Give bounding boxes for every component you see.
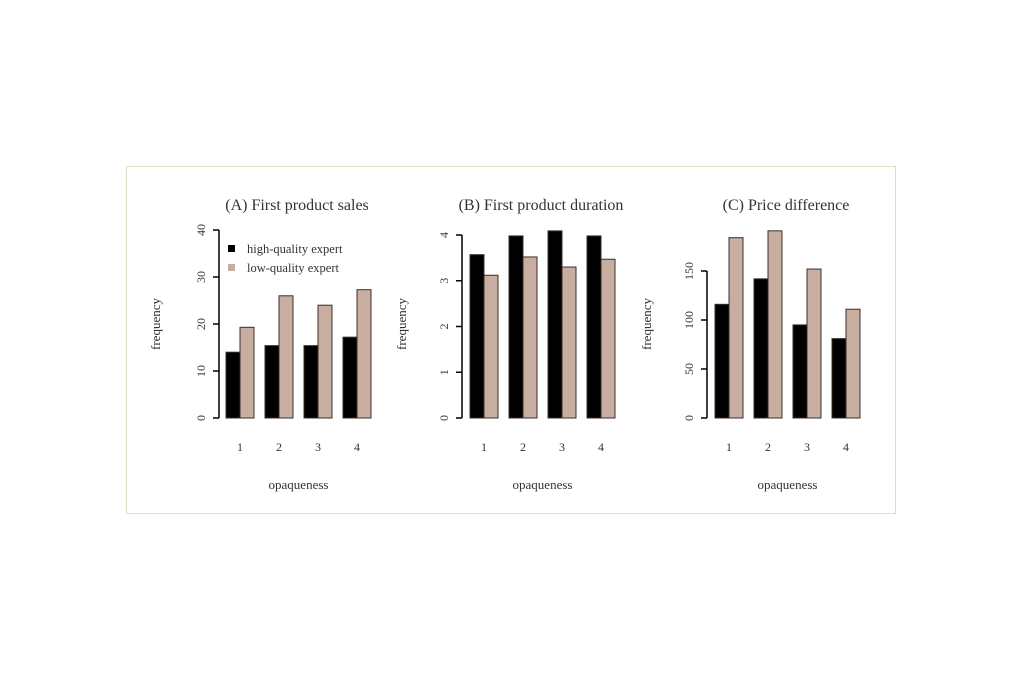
- bar-low-4: [845, 308, 861, 419]
- x-tick-label: 1: [481, 440, 487, 454]
- x-tick-label: 4: [843, 440, 849, 454]
- x-tick-label: 3: [559, 440, 565, 454]
- chart-title: (C) Price difference: [723, 197, 850, 214]
- x-tick-label: 3: [804, 440, 810, 454]
- y-tick-label: 0: [682, 415, 696, 421]
- chart-panel-2: (B) First product duration 0 1 2 3 4 frequency…: [394, 197, 623, 492]
- chart-title: (B) First product duration: [459, 197, 624, 214]
- y-tick-label: 4: [437, 232, 451, 238]
- y-axis-label: frequency: [639, 298, 654, 350]
- bar-high-2: [753, 278, 769, 419]
- bar-low-3: [317, 304, 333, 419]
- chart-panel-3: (C) Price difference 0 50 100 150 frequency 1 2…: [639, 197, 861, 492]
- x-tick-label: 2: [765, 440, 771, 454]
- bar-low-3: [561, 266, 577, 419]
- bar-high-1: [714, 303, 730, 419]
- bar-high-4: [831, 338, 847, 419]
- bar-high-1: [469, 254, 485, 419]
- x-tick-label: 3: [315, 440, 321, 454]
- bar-high-3: [792, 324, 808, 419]
- figure-frame: [126, 166, 896, 514]
- y-axis-label: frequency: [148, 298, 163, 350]
- y-axis-label: frequency: [394, 298, 409, 350]
- legend-swatch: [228, 245, 235, 252]
- chart-title: (A) First product sales: [225, 197, 369, 214]
- bar-low-1: [483, 274, 499, 419]
- legend-swatch: [228, 264, 235, 271]
- bar-high-2: [264, 345, 280, 419]
- y-tick-label: 50: [682, 363, 696, 375]
- x-tick-label: 2: [520, 440, 526, 454]
- bar-high-3: [547, 230, 563, 419]
- x-tick-label: 1: [726, 440, 732, 454]
- y-tick-label: 30: [194, 271, 208, 283]
- y-tick-label: 2: [437, 324, 451, 330]
- x-axis-label: opaqueness: [758, 477, 818, 492]
- legend: high-quality expert low-quality expert: [228, 242, 343, 275]
- x-tick-label: 1: [237, 440, 243, 454]
- x-tick-label: 2: [276, 440, 282, 454]
- chart-panel-1: (A) First product sales 0 10 20 30 40 frequenc…: [148, 197, 372, 492]
- bar-high-1: [225, 351, 241, 419]
- y-tick-label: 150: [682, 262, 696, 280]
- bar-high-3: [303, 345, 319, 419]
- bar-high-2: [508, 235, 524, 419]
- y-tick-label: 100: [682, 311, 696, 329]
- bar-low-4: [600, 258, 616, 419]
- y-tick-label: 0: [437, 415, 451, 421]
- x-axis-label: opaqueness: [513, 477, 573, 492]
- x-tick-label: 4: [598, 440, 604, 454]
- x-tick-label: 4: [354, 440, 360, 454]
- y-tick-label: 3: [437, 278, 451, 284]
- y-tick-label: 40: [194, 224, 208, 236]
- bar-low-3: [806, 268, 822, 419]
- y-tick-label: 1: [437, 369, 451, 375]
- x-axis-label: opaqueness: [269, 477, 329, 492]
- legend-label: low-quality expert: [247, 261, 340, 275]
- bar-low-2: [522, 256, 538, 419]
- legend-label: high-quality expert: [247, 242, 343, 256]
- bar-low-2: [278, 295, 294, 419]
- bar-high-4: [342, 336, 358, 419]
- bar-low-1: [239, 326, 255, 419]
- y-tick-label: 10: [194, 365, 208, 377]
- y-tick-label: 20: [194, 318, 208, 330]
- bar-low-2: [767, 230, 783, 419]
- y-tick-label: 0: [194, 415, 208, 421]
- bar-low-1: [728, 237, 744, 419]
- bar-high-4: [586, 235, 602, 419]
- bar-low-4: [356, 289, 372, 419]
